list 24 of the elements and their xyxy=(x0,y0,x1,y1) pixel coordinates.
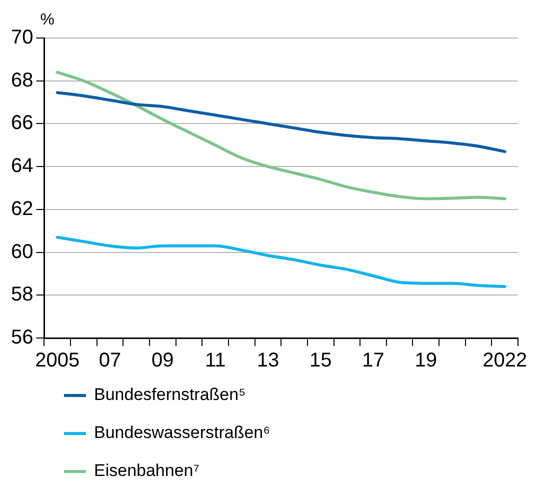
y-tick-label: 64 xyxy=(10,155,34,178)
legend-label: Eisenbahnen⁷ xyxy=(94,461,200,481)
legend-label: Bundesfernstraßen⁵ xyxy=(94,385,246,405)
x-tick-label: 07 xyxy=(98,350,122,372)
y-tick-label: 56 xyxy=(10,326,34,349)
y-tick-label: 62 xyxy=(10,198,34,220)
y-tick-label: 60 xyxy=(10,240,34,263)
line-series xyxy=(56,70,506,200)
line-series xyxy=(56,91,506,154)
y-axis-title: % xyxy=(40,11,54,28)
x-tick-label: 2022 xyxy=(482,350,528,372)
x-tick-label: 2005 xyxy=(35,350,80,372)
x-tick-label: 09 xyxy=(152,350,174,372)
x-tick-label: 11 xyxy=(204,350,226,372)
x-tick-label: 15 xyxy=(309,350,332,372)
x-tick-label: 13 xyxy=(256,350,280,372)
legend-label: Bundeswasserstraßen⁶ xyxy=(94,423,270,443)
x-tick-label: 19 xyxy=(414,350,438,372)
x-tick-label: 17 xyxy=(362,350,384,372)
line-series xyxy=(56,236,506,288)
y-tick-label: 70 xyxy=(10,26,34,49)
y-tick-label: 66 xyxy=(10,112,34,134)
y-tick-label: 68 xyxy=(10,69,34,92)
y-tick-label: 58 xyxy=(10,284,34,306)
